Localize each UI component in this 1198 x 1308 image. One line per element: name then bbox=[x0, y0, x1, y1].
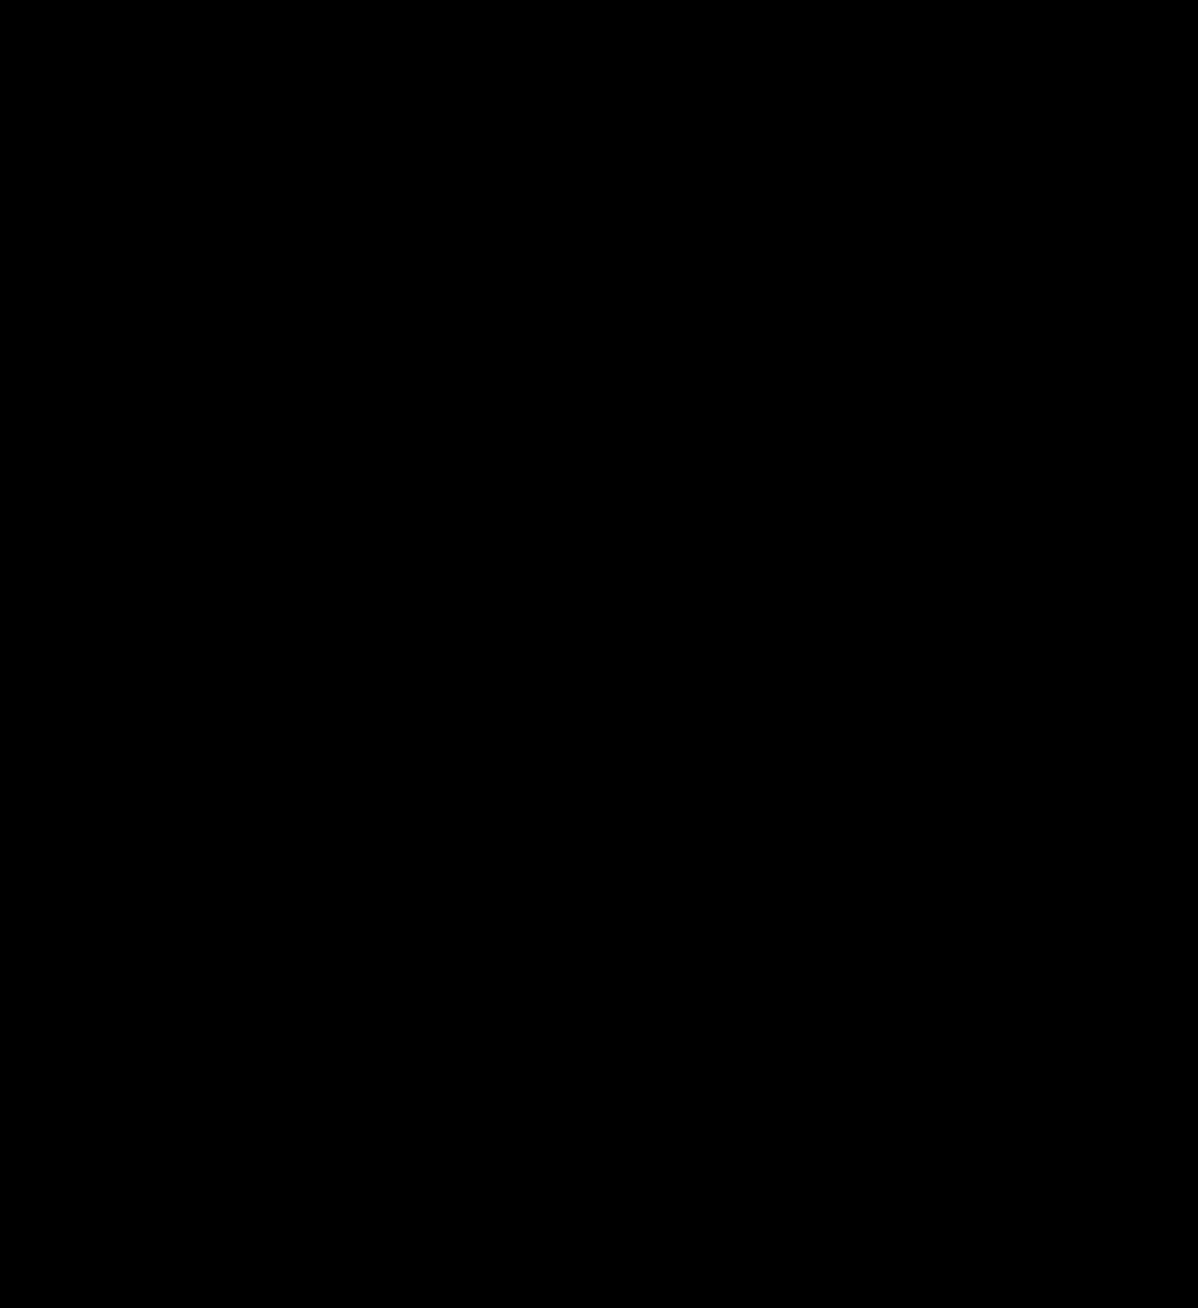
axis-top bbox=[60, 132, 1138, 168]
legend-bar bbox=[60, 50, 1138, 102]
plot-area bbox=[60, 168, 1138, 1148]
chart-title bbox=[0, 0, 1198, 40]
axis-bottom bbox=[60, 1156, 1138, 1192]
